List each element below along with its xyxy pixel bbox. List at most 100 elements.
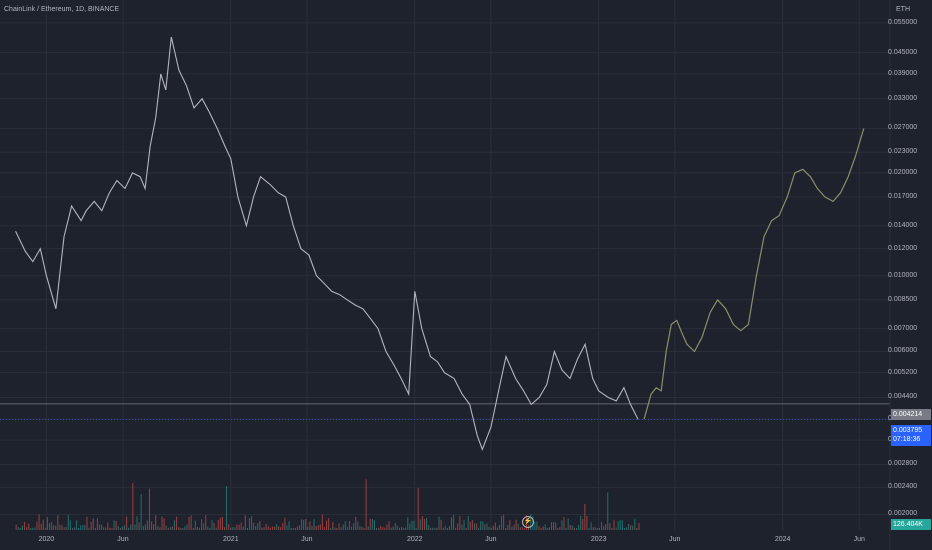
volume-bar [76, 520, 78, 530]
volume-bar [438, 516, 440, 530]
volume-bar [380, 525, 382, 530]
volume-bar [592, 527, 594, 530]
volume-bar [444, 525, 446, 530]
volume-bar [598, 527, 600, 530]
volume-bar [294, 528, 296, 530]
volume-bar [465, 527, 467, 530]
volume-bar [615, 527, 617, 530]
current-price-value: 0.003795 [893, 427, 923, 434]
volume-bar [571, 525, 573, 530]
volume-bar [475, 523, 478, 530]
x-tick-label: Jun [853, 536, 865, 543]
volume-bar [65, 526, 67, 530]
volume-bar [88, 527, 90, 530]
volume-bar [617, 521, 619, 530]
volume-bar [457, 523, 459, 530]
volume-bar [473, 523, 475, 530]
volume-bar [459, 516, 461, 530]
volume-bar [550, 521, 553, 530]
volume-bar [344, 521, 346, 530]
volume-bar [36, 521, 38, 530]
y-tick-label: 0.006000 [888, 347, 918, 355]
volume-bar [373, 520, 376, 530]
price-series-line [15, 36, 639, 451]
volume-bar [603, 526, 605, 530]
y-tick-label: 0.055000 [888, 18, 918, 26]
y-tick-label: 0.005200 [888, 368, 918, 376]
volume-bar [544, 524, 546, 530]
volume-bar [486, 523, 488, 530]
volume-bar [519, 527, 521, 530]
volume-bar [157, 525, 159, 530]
volume-bar [303, 519, 305, 530]
x-tick-label: Jun [117, 536, 129, 543]
volume-bar [109, 527, 111, 530]
volume-bar [319, 524, 321, 530]
volume-bar [609, 523, 611, 530]
volume-bar [63, 527, 65, 530]
volume-bar [69, 520, 71, 530]
volume-bar [511, 526, 513, 530]
volume-bar [61, 525, 63, 530]
y-tick-label: 0.033000 [888, 94, 918, 102]
volume-bar [590, 522, 592, 530]
volume-bar [361, 526, 363, 530]
volume-bar [611, 527, 613, 530]
volume-bar [471, 520, 473, 530]
volume-bar [82, 525, 84, 530]
volume-bar [148, 488, 151, 530]
volume-bar [586, 515, 588, 530]
volume-bar [263, 527, 265, 530]
volume-bar [194, 520, 196, 530]
volume-bar [273, 526, 276, 530]
volume-bar [134, 524, 136, 530]
volume-bar [265, 524, 267, 530]
last-price-badge: 0.004214 [891, 409, 931, 420]
volume-bar [436, 527, 438, 530]
volume-bar [394, 522, 396, 530]
volume-bar [173, 520, 176, 530]
volume-bar [378, 527, 380, 530]
bar-countdown: 07:18:36 [893, 436, 921, 443]
volume-bar [396, 525, 398, 530]
volume-bar [425, 518, 428, 530]
volume-bar [542, 526, 544, 530]
volume-bar [232, 527, 234, 530]
volume-bar [30, 527, 32, 530]
y-tick-label: 0.008500 [888, 295, 918, 303]
volume-bar [73, 527, 76, 530]
volume-bar [23, 521, 26, 530]
volume-bar [496, 527, 498, 530]
volume-bar [588, 527, 590, 530]
volume-bar [161, 516, 163, 530]
volume-bar [230, 527, 232, 530]
volume-bar [207, 526, 209, 530]
y-tick-label: 0.002000 [888, 510, 918, 518]
volume-bar [90, 521, 92, 530]
volume-bar [178, 527, 180, 530]
volume-bar [463, 519, 465, 530]
volume-bar [115, 520, 117, 530]
volume-bar [128, 527, 130, 530]
volume-bar [584, 503, 586, 530]
volume-bar [515, 519, 517, 530]
volume-bar [246, 527, 248, 530]
y-tick-label: 0.014000 [888, 221, 918, 229]
volume-bar [238, 524, 240, 530]
volume-bar [40, 523, 42, 530]
volume-bar [298, 525, 301, 530]
volume-bar [350, 526, 353, 530]
volume-bar [559, 527, 561, 530]
volume-bar [51, 522, 53, 530]
volume-bar [292, 527, 294, 530]
volume-bar [600, 521, 603, 530]
volume-bar [578, 524, 580, 530]
volume-bar [21, 525, 23, 530]
volume-bar [505, 527, 507, 530]
volume-bar [253, 522, 255, 530]
volume-bar [353, 523, 355, 530]
volume-bar [307, 526, 309, 530]
volume-bar [596, 527, 598, 530]
replay-icon[interactable]: ⚡ [522, 516, 534, 528]
